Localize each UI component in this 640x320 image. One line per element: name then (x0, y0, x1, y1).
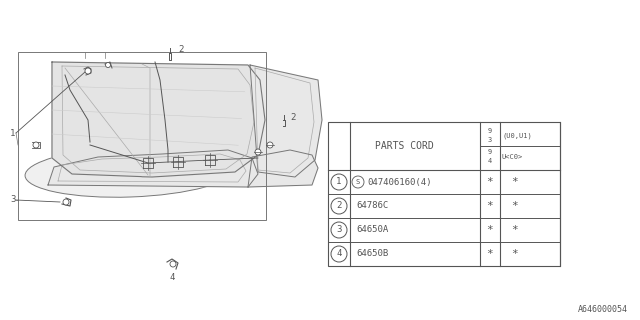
Text: 9: 9 (488, 128, 492, 134)
Text: *: * (511, 201, 518, 211)
Text: 2: 2 (336, 202, 342, 211)
Circle shape (331, 246, 347, 262)
Circle shape (331, 222, 347, 238)
Text: A646000054: A646000054 (578, 305, 628, 314)
Text: (U0,U1): (U0,U1) (502, 132, 532, 139)
Text: 1: 1 (10, 129, 16, 138)
Circle shape (331, 198, 347, 214)
Text: 64786C: 64786C (356, 202, 388, 211)
Bar (328, 122, 560, 266)
Text: *: * (486, 201, 493, 211)
Text: 2: 2 (178, 45, 184, 54)
Circle shape (170, 261, 176, 267)
Text: S: S (356, 179, 360, 185)
Text: 4: 4 (488, 158, 492, 164)
Text: 047406160(4): 047406160(4) (367, 178, 431, 187)
Text: U<C0>: U<C0> (502, 154, 524, 160)
Text: PARTS CORD: PARTS CORD (374, 141, 433, 151)
Text: 9: 9 (488, 149, 492, 155)
Text: 64650B: 64650B (356, 250, 388, 259)
Polygon shape (250, 65, 322, 177)
Bar (18, 52, 266, 220)
Text: *: * (511, 249, 518, 259)
Circle shape (85, 68, 91, 74)
Polygon shape (52, 62, 265, 177)
Circle shape (352, 176, 364, 188)
Ellipse shape (25, 147, 235, 197)
Text: *: * (511, 177, 518, 187)
Text: 64650A: 64650A (356, 226, 388, 235)
Text: *: * (511, 225, 518, 235)
Text: *: * (486, 225, 493, 235)
Text: 2: 2 (290, 114, 296, 123)
Text: *: * (486, 249, 493, 259)
Circle shape (63, 199, 69, 205)
Text: 4: 4 (336, 250, 342, 259)
Circle shape (331, 174, 347, 190)
Polygon shape (48, 150, 258, 187)
Polygon shape (248, 150, 318, 187)
Text: *: * (486, 177, 493, 187)
Text: 3: 3 (10, 196, 16, 204)
Circle shape (33, 142, 39, 148)
Text: 4: 4 (170, 273, 175, 282)
Text: 1: 1 (336, 178, 342, 187)
Circle shape (267, 142, 273, 148)
Circle shape (106, 62, 111, 68)
Text: 3: 3 (336, 226, 342, 235)
Circle shape (255, 149, 261, 155)
Text: 3: 3 (488, 137, 492, 143)
